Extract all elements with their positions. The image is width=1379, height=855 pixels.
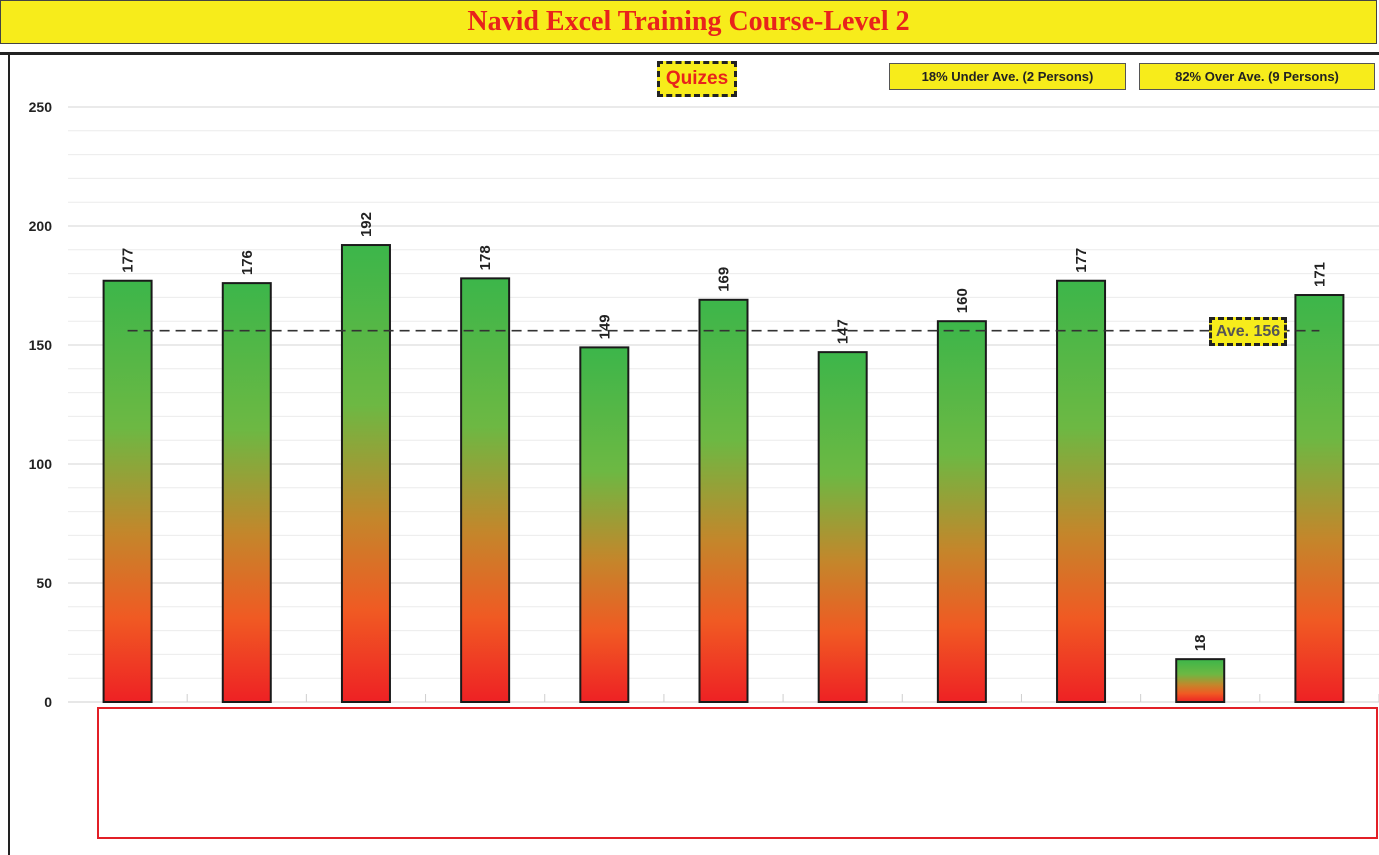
- data-label: 149: [596, 314, 613, 339]
- y-tick-label: 200: [29, 218, 53, 234]
- y-tick-label: 100: [29, 456, 53, 472]
- data-labels: 177 176 192 178 149 169 147 160 177 18 171: [120, 212, 1329, 651]
- y-tick-label: 250: [29, 99, 53, 115]
- bar: [1294, 294, 1345, 703]
- data-label: 177: [120, 248, 137, 273]
- data-label: 171: [1311, 262, 1328, 287]
- data-label: 192: [358, 212, 375, 237]
- y-axis: 0 50 100 150 200 250: [29, 99, 53, 710]
- bar: [221, 282, 272, 703]
- bars: [102, 244, 1345, 703]
- data-label: 160: [954, 288, 971, 313]
- over-average-text: 82% Over Ave. (9 Persons): [1175, 69, 1339, 84]
- category-labels-box: [97, 707, 1378, 839]
- bar: [936, 320, 987, 703]
- bar: [1056, 279, 1107, 703]
- title-divider: [0, 52, 1379, 55]
- data-label: 169: [716, 267, 733, 292]
- y-tick-label: 50: [36, 575, 52, 591]
- data-label: 177: [1073, 248, 1090, 273]
- over-average-badge: 82% Over Ave. (9 Persons): [1139, 63, 1375, 90]
- bar: [698, 298, 749, 703]
- data-label: 178: [477, 245, 494, 270]
- average-label: Ave. 156: [1215, 322, 1281, 340]
- chart-title-bar: Navid Excel Training Course-Level 2: [0, 0, 1377, 44]
- under-average-badge: 18% Under Ave. (2 Persons): [889, 63, 1126, 90]
- bar: [460, 277, 511, 703]
- data-label: 18: [1192, 634, 1209, 651]
- bar: [579, 346, 630, 703]
- under-average-text: 18% Under Ave. (2 Persons): [921, 69, 1094, 84]
- bar: [102, 279, 153, 703]
- quiz-label: Quizes: [665, 68, 729, 89]
- bar: [1175, 658, 1226, 703]
- y-tick-label: 0: [44, 694, 52, 710]
- quiz-label-box: Quizes: [657, 61, 737, 97]
- average-label-box: Ave. 156: [1209, 317, 1287, 346]
- data-label: 147: [835, 319, 852, 344]
- left-border: [8, 52, 10, 855]
- data-label: 176: [239, 250, 256, 275]
- chart-title: Navid Excel Training Course-Level 2: [467, 6, 910, 37]
- bar: [817, 351, 868, 703]
- y-tick-label: 150: [29, 337, 53, 353]
- bar: [340, 244, 391, 703]
